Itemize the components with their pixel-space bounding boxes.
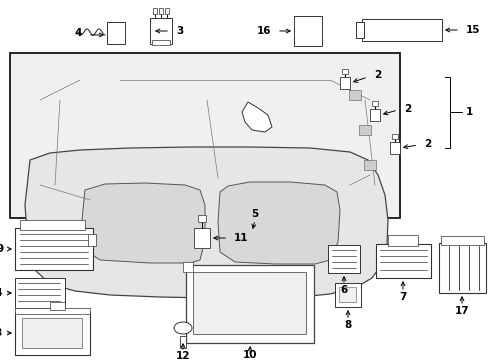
- Bar: [338, 287, 355, 302]
- Text: 9: 9: [0, 244, 4, 254]
- Bar: [50, 302, 65, 310]
- Bar: [193, 272, 305, 334]
- Text: 2: 2: [423, 139, 430, 149]
- Bar: [339, 77, 349, 89]
- Text: 5: 5: [251, 209, 258, 219]
- Bar: [348, 90, 360, 100]
- Bar: [185, 265, 313, 343]
- Bar: [341, 69, 347, 74]
- Bar: [391, 134, 397, 139]
- Bar: [150, 18, 172, 44]
- Polygon shape: [218, 182, 339, 264]
- Bar: [387, 235, 417, 246]
- Ellipse shape: [174, 322, 192, 334]
- Text: 17: 17: [454, 306, 468, 316]
- Bar: [152, 40, 170, 45]
- Bar: [153, 8, 157, 14]
- Text: 15: 15: [465, 25, 480, 35]
- Bar: [22, 318, 82, 348]
- Bar: [15, 278, 65, 308]
- Text: 2: 2: [373, 70, 381, 80]
- Bar: [20, 220, 85, 230]
- Text: 4: 4: [75, 28, 82, 38]
- Text: 2: 2: [403, 104, 410, 114]
- Bar: [107, 22, 125, 44]
- Polygon shape: [25, 147, 387, 298]
- Polygon shape: [242, 102, 271, 132]
- Text: 6: 6: [340, 285, 347, 295]
- Bar: [15, 312, 90, 355]
- Bar: [194, 228, 209, 248]
- Bar: [440, 236, 483, 245]
- Bar: [327, 245, 359, 273]
- Bar: [361, 19, 441, 41]
- Bar: [10, 53, 399, 218]
- Bar: [15, 308, 90, 314]
- Text: 11: 11: [234, 233, 248, 243]
- Text: 3: 3: [176, 26, 183, 36]
- Bar: [15, 228, 93, 270]
- Text: 1: 1: [465, 107, 472, 117]
- Polygon shape: [82, 183, 204, 263]
- Bar: [358, 125, 370, 135]
- Bar: [334, 283, 360, 307]
- Bar: [198, 215, 205, 222]
- Bar: [375, 244, 430, 278]
- Text: 13: 13: [0, 328, 3, 338]
- Bar: [363, 160, 375, 170]
- Bar: [369, 109, 379, 121]
- Bar: [159, 8, 163, 14]
- Text: 14: 14: [0, 288, 3, 298]
- Bar: [371, 101, 377, 106]
- Bar: [183, 262, 193, 272]
- Bar: [293, 16, 321, 46]
- Text: 7: 7: [399, 292, 406, 302]
- Bar: [355, 22, 363, 38]
- Bar: [438, 243, 485, 293]
- Bar: [389, 142, 399, 154]
- Bar: [88, 234, 96, 246]
- Text: 12: 12: [175, 351, 190, 360]
- Text: 16: 16: [256, 26, 270, 36]
- Text: 8: 8: [344, 320, 351, 330]
- Text: 10: 10: [242, 350, 257, 360]
- Bar: [164, 8, 169, 14]
- Bar: [180, 336, 185, 348]
